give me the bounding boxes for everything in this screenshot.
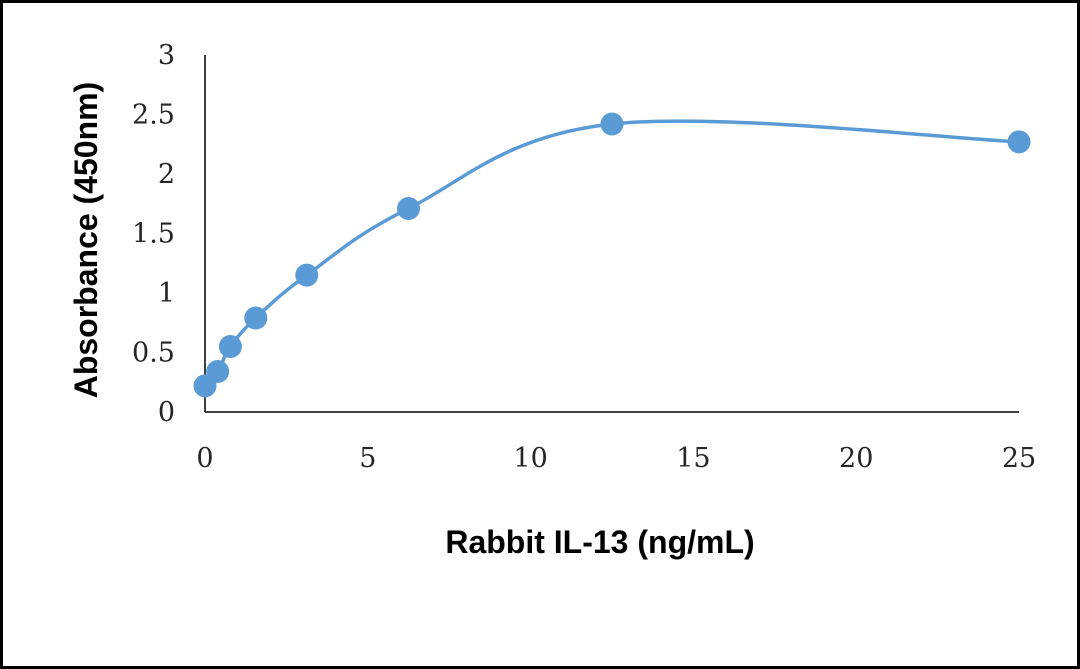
- y-tick-labels: 0 0.5 1 1.5 2 2.5 3: [132, 40, 175, 428]
- x-tick-label: 10: [513, 443, 547, 474]
- y-tick-label: 3: [158, 40, 175, 71]
- x-tick-label: 20: [839, 443, 873, 474]
- x-tick-label: 5: [359, 443, 376, 474]
- data-point: [244, 306, 268, 330]
- x-tick-label: 0: [196, 443, 213, 474]
- x-tick-label: 15: [676, 443, 710, 474]
- x-tick-label: 25: [1002, 443, 1036, 474]
- x-axis-title: Rabbit IL-13 (ng/mL): [445, 524, 754, 560]
- y-tick-label: 2.5: [132, 100, 175, 131]
- data-point: [206, 360, 230, 384]
- data-point: [397, 197, 420, 221]
- y-tick-label: 1.5: [132, 219, 175, 250]
- y-axis: 0 0.5 1 1.5 2 2.5 3: [132, 40, 206, 428]
- data-point: [1007, 130, 1031, 154]
- y-axis-title: Absorbance (450nm): [68, 82, 104, 399]
- y-tick-label: 0.5: [132, 338, 175, 369]
- data-point: [600, 112, 624, 136]
- y-tick-label: 2: [158, 159, 175, 190]
- data-point: [218, 335, 242, 359]
- y-tick-label: 1: [158, 278, 175, 309]
- x-tick-labels: 0 5 10 15 20 25: [196, 443, 1036, 474]
- data-point: [295, 263, 319, 287]
- y-tick-label: 0: [158, 397, 175, 428]
- series-line: [203, 119, 1020, 388]
- x-axis: 0 5 10 15 20 25: [196, 411, 1036, 474]
- series-layer: [193, 112, 1031, 398]
